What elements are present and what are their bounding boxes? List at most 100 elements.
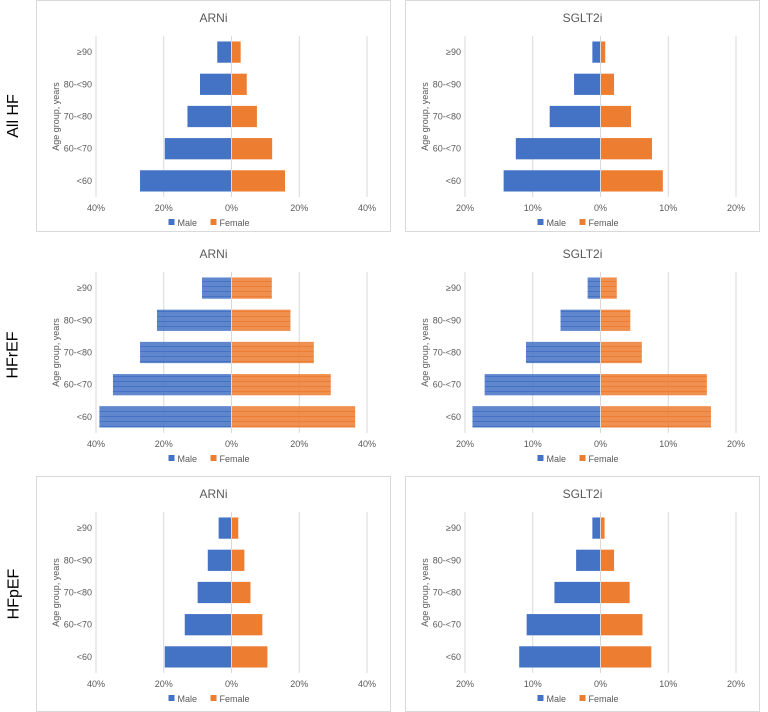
legend-label-male: Male [547, 218, 567, 228]
bar-female [231, 581, 251, 604]
bar-female [231, 517, 239, 539]
y-axis-label: Age group, years [420, 318, 430, 387]
chart-title: ARNi [199, 11, 227, 25]
bar-male [112, 374, 232, 396]
chart-hfref-arni: ARNi 40% 20% 0% 20% 40% Age group, years ≥90 80-… [36, 236, 391, 474]
bar-female [231, 374, 331, 396]
bar-male [592, 41, 601, 63]
bar-male [503, 170, 601, 192]
bar-male [164, 646, 232, 668]
bar-female [231, 41, 241, 63]
bar-male [554, 581, 601, 604]
x-tick-label: 0% [225, 203, 238, 213]
bar-female [600, 341, 642, 364]
bar-male [472, 406, 601, 428]
bar-male [549, 105, 601, 128]
bar-female [600, 614, 643, 636]
bar-male [99, 406, 232, 428]
bar-male [197, 581, 232, 604]
y-tick-label: 70-<80 [433, 588, 461, 598]
y-tick-label: <60 [77, 652, 92, 662]
y-tick-label: <60 [446, 176, 461, 186]
bar-male [525, 341, 601, 364]
pyramid-chart-svg: ARNi 40% 20% 0% 20% 40% Age group, years ≥90 80-… [51, 11, 376, 228]
legend-swatch-male [168, 455, 175, 461]
x-tick-label: 40% [87, 679, 105, 689]
bar-male [526, 614, 601, 636]
bar-male [574, 73, 601, 95]
bar-female [231, 341, 314, 364]
pyramid-chart-svg: ARNi 40% 20% 0% 20% 40% Age group, years ≥90 80-… [51, 487, 376, 704]
bar-male [576, 549, 601, 571]
y-axis-label: Age group, years [51, 558, 61, 627]
legend-label-female: Female [589, 218, 619, 228]
y-axis-label: Age group, years [51, 318, 61, 387]
x-tick-label: 20% [290, 439, 308, 449]
bar-male [199, 73, 232, 95]
bar-female [600, 406, 711, 428]
legend-swatch-male [537, 695, 544, 701]
x-tick-label: 20% [155, 679, 173, 689]
bar-female [231, 549, 245, 571]
bar-female [600, 138, 652, 160]
x-tick-label: 0% [225, 439, 238, 449]
bar-female [600, 517, 605, 539]
y-tick-label: 60-<70 [433, 620, 461, 630]
legend-label-female: Female [589, 454, 619, 464]
y-tick-label: 60-<70 [433, 144, 461, 154]
chart-hfpef-arni: ARNi 40% 20% 0% 20% 40% Age group, years ≥90 80-… [36, 476, 391, 712]
bar-female [600, 549, 615, 571]
x-tick-label: 20% [456, 203, 474, 213]
y-tick-label: 60-<70 [64, 620, 92, 630]
x-tick-label: 10% [659, 203, 677, 213]
legend-swatch-male [537, 219, 544, 225]
x-tick-label: 20% [456, 439, 474, 449]
legend-label-male: Male [547, 454, 567, 464]
x-tick-label: 20% [727, 439, 745, 449]
y-tick-label: ≥90 [446, 523, 461, 533]
x-tick-label: 40% [358, 439, 376, 449]
y-tick-label: 60-<70 [64, 380, 92, 390]
bar-male [207, 549, 232, 571]
x-tick-label: 0% [225, 679, 238, 689]
y-axis-label: Age group, years [51, 82, 61, 151]
x-tick-label: 40% [87, 203, 105, 213]
chart-title: ARNi [199, 247, 227, 261]
bar-female [231, 277, 272, 299]
row-label-text: HFrEF [5, 331, 23, 379]
x-tick-label: 40% [358, 679, 376, 689]
bar-male [519, 646, 601, 668]
bar-female [600, 41, 606, 63]
chart-title: SGLT2i [563, 247, 603, 261]
y-tick-label: 80-<90 [64, 555, 92, 565]
x-tick-label: 40% [87, 439, 105, 449]
bar-female [600, 73, 615, 95]
pyramid-chart-svg: SGLT2i 20% 10% 0% 10% 20% Age group, years ≥90 8… [420, 11, 745, 228]
row-label-all-hf: All HF [0, 0, 28, 232]
bar-male [217, 41, 232, 63]
x-tick-label: 0% [594, 679, 607, 689]
x-tick-label: 10% [524, 679, 542, 689]
y-tick-label: 70-<80 [433, 112, 461, 122]
y-tick-label: 80-<90 [433, 79, 461, 89]
bar-male [164, 138, 232, 160]
y-tick-label: ≥90 [77, 283, 92, 293]
x-tick-label: 20% [155, 439, 173, 449]
y-tick-label: ≥90 [77, 47, 92, 57]
y-tick-label: 80-<90 [64, 79, 92, 89]
bar-female [231, 105, 257, 128]
legend-label-male: Male [178, 218, 198, 228]
y-tick-label: <60 [77, 412, 92, 422]
x-tick-label: 10% [659, 439, 677, 449]
legend-swatch-female [579, 219, 586, 225]
y-tick-label: 70-<80 [64, 588, 92, 598]
y-tick-label: 70-<80 [64, 112, 92, 122]
y-tick-label: ≥90 [446, 283, 461, 293]
row-label-text: All HF [5, 94, 22, 138]
y-tick-label: 70-<80 [64, 348, 92, 358]
bar-female [231, 646, 268, 668]
legend-swatch-female [579, 455, 586, 461]
x-tick-label: 20% [727, 679, 745, 689]
bar-male [140, 170, 232, 192]
chart-title: SGLT2i [563, 11, 603, 25]
